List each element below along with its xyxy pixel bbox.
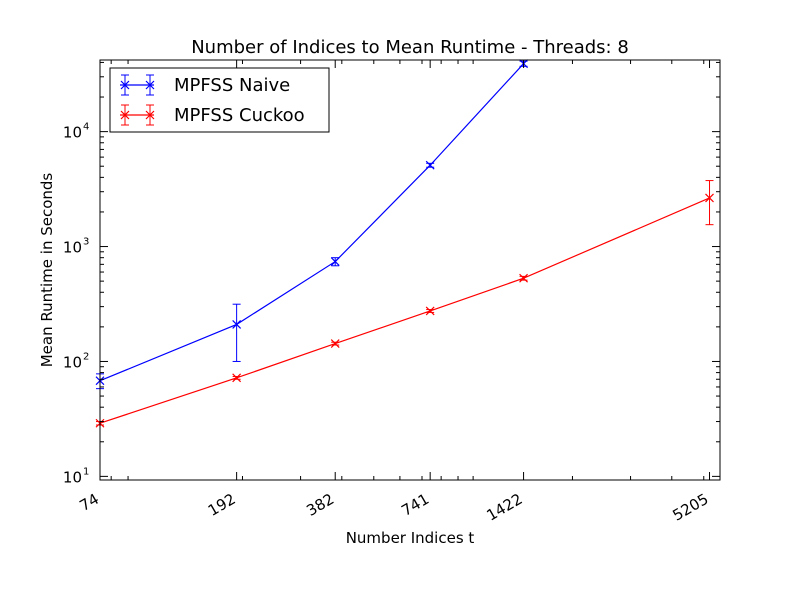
data-point-marker: [330, 339, 340, 349]
series-layer: [95, 59, 714, 428]
x-axis-label: Number Indices t: [346, 529, 475, 547]
plot-frame: [99, 59, 721, 481]
y-tick-label: 10: [63, 353, 82, 371]
series-mpfss-cuckoo: [95, 180, 714, 428]
legend-cuckoo-marker: [120, 110, 155, 120]
series-mpfss-naive: [95, 59, 528, 390]
data-point-marker: [425, 306, 435, 316]
data-point-marker: [232, 320, 242, 329]
y-axis-label: Mean Runtime in Seconds: [38, 173, 56, 368]
data-point-marker: [705, 193, 714, 203]
y-tick-exponent: 1: [83, 466, 89, 477]
chart-title: Number of Indices to Mean Runtime - Thre…: [191, 37, 629, 58]
data-point-marker: [232, 373, 242, 383]
y-tick-exponent: 2: [83, 351, 89, 362]
data-point-marker: [519, 273, 528, 283]
legend-naive-marker: [120, 80, 155, 90]
legend-box: [109, 67, 330, 133]
legend: MPFSS Naive MPFSS Cuckoo: [109, 67, 330, 133]
legend-entry-cuckoo: MPFSS Cuckoo: [120, 104, 305, 126]
y-tick-label: 10: [63, 124, 82, 142]
data-point-marker: [425, 160, 435, 170]
y-tick-label: 10: [63, 239, 82, 257]
legend-naive-label: MPFSS Naive: [174, 75, 290, 96]
legend-entry-naive: MPFSS Naive: [120, 74, 290, 96]
y-tick-exponent: 3: [83, 237, 89, 248]
legend-cuckoo-label: MPFSS Cuckoo: [174, 105, 305, 126]
data-point-marker: [330, 257, 340, 266]
y-tick-exponent: 4: [83, 122, 89, 133]
series-line: [99, 197, 710, 424]
y-tick-label: 10: [63, 468, 82, 486]
